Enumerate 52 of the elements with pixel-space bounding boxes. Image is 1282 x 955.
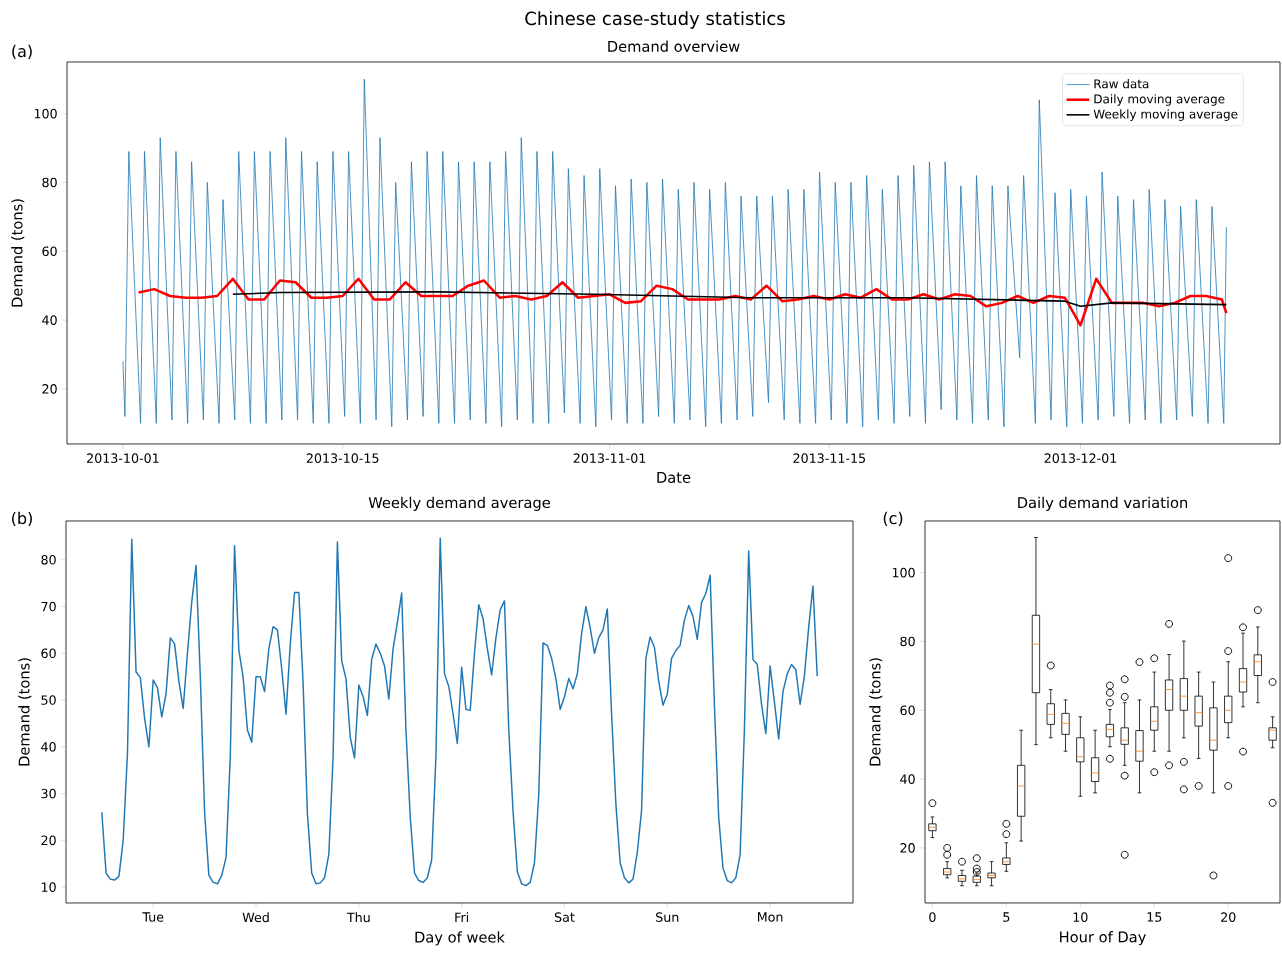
- x-tick-label: Sun: [656, 912, 679, 922]
- chart-title: Demand overview: [608, 40, 740, 52]
- x-tick-label: Thu: [346, 912, 370, 923]
- y-tick-label: 80: [42, 177, 57, 188]
- x-tick-label: 10: [1073, 912, 1088, 922]
- x-axis-title: Day of week: [415, 931, 505, 946]
- x-tick-label: 20: [1221, 912, 1236, 922]
- y-tick-label: 100: [892, 567, 915, 578]
- legend-label: Raw data: [1094, 79, 1149, 89]
- text: Chinese case-study statistics: [525, 11, 785, 29]
- y-tick-label: 70: [41, 601, 56, 612]
- x-axis-title: Hour of Day: [1060, 931, 1146, 946]
- y-tick-label: 20: [42, 384, 57, 394]
- y-tick-label: 40: [42, 315, 57, 325]
- x-tick-label: Mon: [757, 912, 783, 922]
- y-tick-label: 50: [41, 695, 56, 705]
- y-tick-label: 60: [900, 705, 915, 716]
- text: (a): [12, 44, 32, 60]
- y-tick-label: 100: [34, 108, 57, 119]
- x-tick-label: 15: [1147, 912, 1162, 922]
- legend-label: Weekly moving average: [1093, 109, 1238, 121]
- y-axis-title: Demand (tons): [11, 199, 25, 307]
- y-tick-label: 60: [42, 246, 57, 257]
- x-tick-label: 0: [929, 912, 936, 922]
- x-tick-label: 2013-12-01: [1044, 453, 1117, 463]
- y-tick-label: 80: [41, 554, 56, 565]
- y-tick-label: 40: [41, 742, 56, 752]
- x-tick-label: 2013-11-01: [573, 453, 646, 463]
- y-tick-label: 80: [900, 636, 915, 647]
- y-axis-title: Demand (tons): [18, 658, 32, 766]
- x-tick-label: Sat: [554, 912, 575, 922]
- x-axis-title: Date: [657, 472, 691, 483]
- x-tick-label: Fri: [455, 912, 469, 922]
- y-tick-label: 10: [41, 882, 56, 892]
- y-tick-label: 20: [41, 835, 56, 846]
- legend-label: Daily moving average: [1094, 94, 1225, 106]
- x-tick-label: Wed: [242, 912, 269, 923]
- chart-title: Daily demand variation: [1018, 496, 1188, 511]
- text: (c): [883, 511, 903, 527]
- y-axis-title: Demand (tons): [869, 658, 883, 766]
- text: (b): [12, 511, 32, 527]
- x-tick-label: Tue: [142, 912, 164, 922]
- x-tick-label: 5: [1003, 912, 1010, 922]
- x-tick-label: 2013-11-15: [793, 453, 866, 463]
- y-tick-label: 20: [900, 843, 915, 853]
- y-tick-label: 30: [41, 788, 56, 799]
- y-tick-label: 40: [900, 774, 915, 784]
- x-tick-label: 2013-10-01: [87, 453, 159, 463]
- x-tick-label: 2013-10-15: [306, 453, 379, 463]
- y-tick-label: 60: [41, 648, 56, 659]
- chart-title: Weekly demand average: [368, 496, 550, 511]
- line-series: [101, 537, 818, 887]
